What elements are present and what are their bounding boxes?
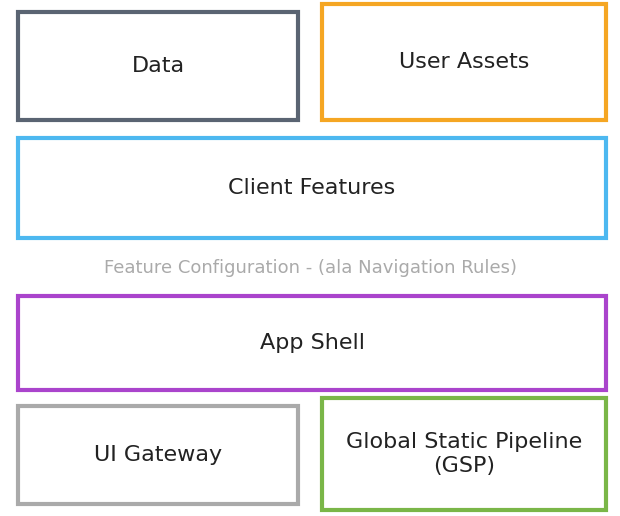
Bar <box>322 398 606 510</box>
Bar <box>18 138 606 238</box>
Text: Global Static Pipeline
(GSP): Global Static Pipeline (GSP) <box>346 432 582 476</box>
Text: App Shell: App Shell <box>260 333 365 353</box>
Bar <box>18 296 606 390</box>
Text: Client Features: Client Features <box>228 178 396 198</box>
Text: Feature Configuration - (ala Navigation Rules): Feature Configuration - (ala Navigation … <box>104 259 516 277</box>
Text: Data: Data <box>131 56 185 76</box>
Bar <box>322 4 606 120</box>
Bar <box>18 12 298 120</box>
Bar <box>18 406 298 504</box>
Text: UI Gateway: UI Gateway <box>94 445 222 465</box>
Text: User Assets: User Assets <box>399 52 529 72</box>
